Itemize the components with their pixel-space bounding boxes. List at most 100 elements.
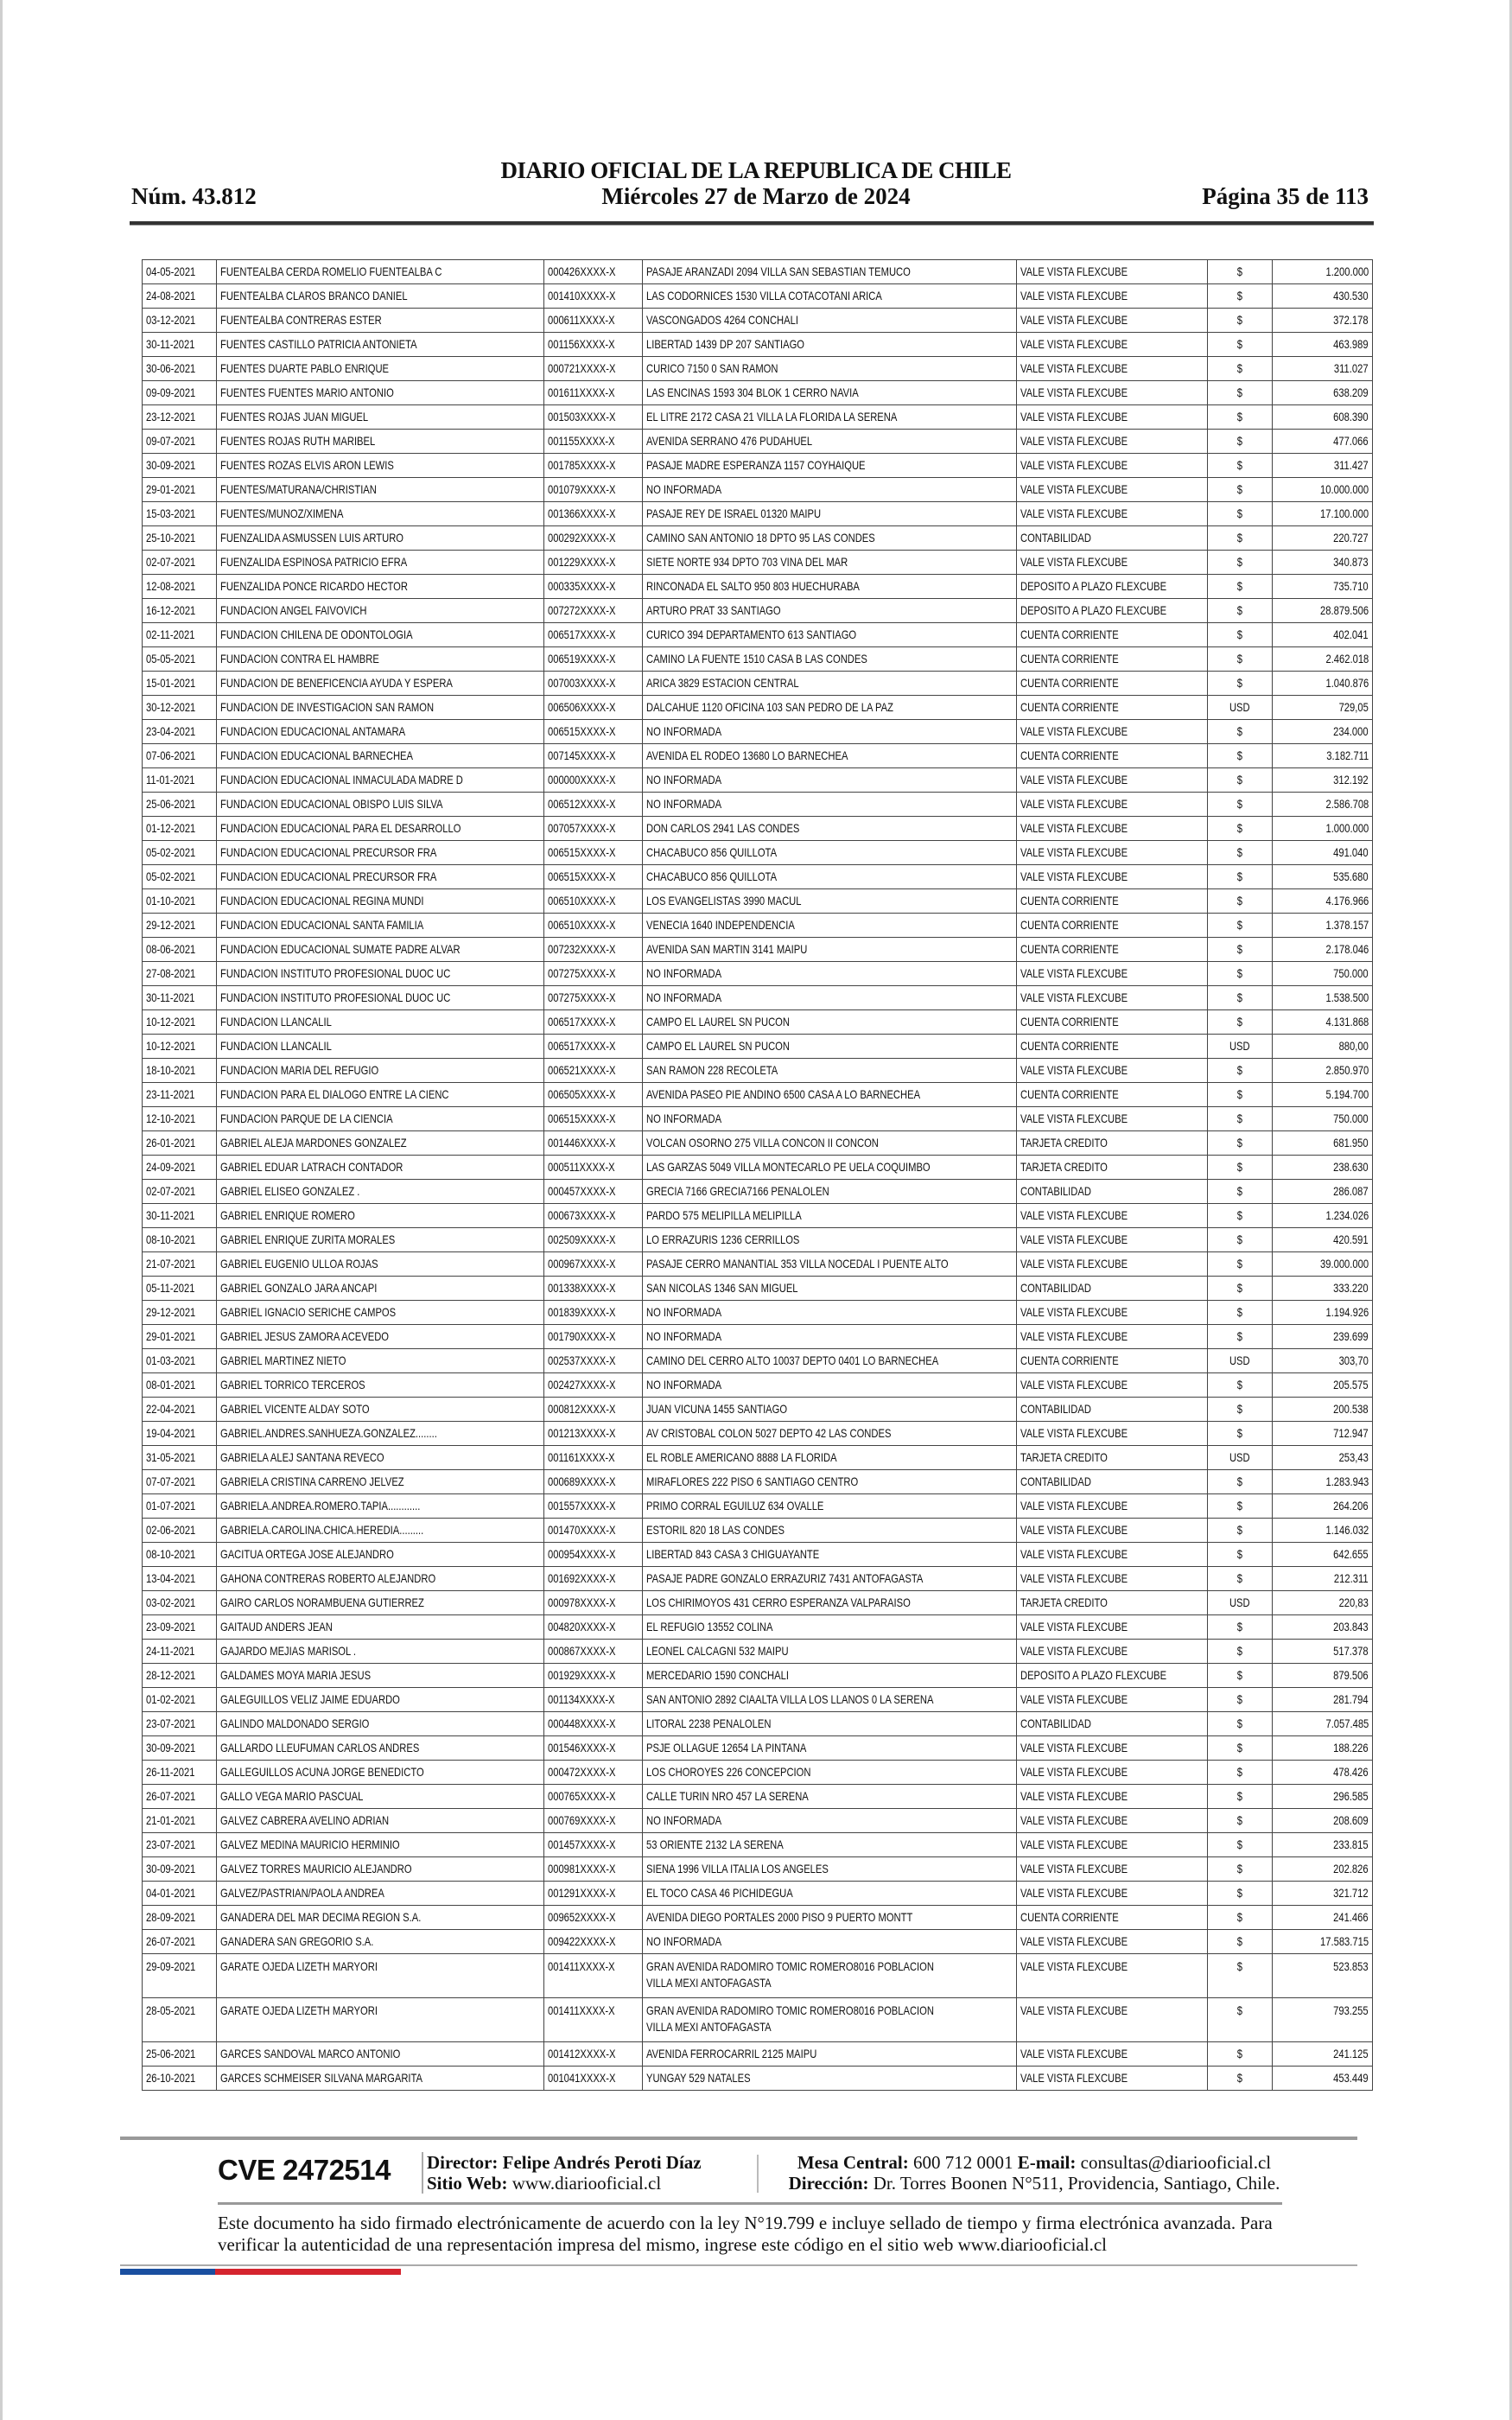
currency-cell: $ <box>1207 332 1273 357</box>
currency-cell: $ <box>1207 574 1273 599</box>
footer-contact-block: Mesa Central: 600 712 0001 E-mail: consu… <box>788 2152 1280 2194</box>
account-cell: 001546XXXX-X <box>543 1735 643 1761</box>
account-cell-text: 006510XXXX-X <box>548 894 616 908</box>
date-cell-text: 29-09-2021 <box>146 1959 196 1973</box>
product-cell: CUENTA CORRIENTE <box>1016 646 1208 672</box>
email-link[interactable]: consultas@diariooficial.cl <box>1080 2152 1272 2173</box>
address-cell-text: PRIMO CORRAL EGUILUZ 634 OVALLE <box>646 1499 824 1512</box>
address-cell: AVENIDA DIEGO PORTALES 2000 PISO 9 PUERT… <box>642 1905 1017 1930</box>
product-cell: VALE VISTA FLEXCUBE <box>1016 1203 1208 1228</box>
date-cell-text: 19-04-2021 <box>146 1426 196 1440</box>
date-cell-text: 25-06-2021 <box>146 2047 196 2060</box>
address-cell: CURICO 7150 0 SAN RAMON <box>642 356 1017 381</box>
currency-cell-text: $ <box>1236 1547 1243 1561</box>
date-cell-text: 30-06-2021 <box>146 361 196 375</box>
address-cell: ARTURO PRAT 33 SANTIAGO <box>642 598 1017 623</box>
address-cell-text: AVENIDA FERROCARRIL 2125 MAIPU <box>646 2047 817 2060</box>
currency-cell-text: $ <box>1236 1692 1243 1706</box>
amount-cell-text: 478.426 <box>1333 1765 1369 1779</box>
currency-cell-text: $ <box>1236 506 1243 520</box>
date-cell-text: 30-11-2021 <box>146 990 195 1004</box>
address-cell: ESTORIL 820 18 LAS CONDES <box>642 1518 1017 1543</box>
name-cell-text: GABRIEL EDUAR LATRACH CONTADOR <box>220 1160 403 1174</box>
table-row: 01-12-2021 FUNDACION EDUCACIONAL PARA EL … <box>142 816 1373 841</box>
account-cell-text: 006512XXXX-X <box>548 797 616 811</box>
currency-cell: $ <box>1207 1639 1273 1664</box>
currency-cell: $ <box>1207 453 1273 478</box>
table-row: 29-12-2021 FUNDACION EDUCACIONAL SANTA FA… <box>142 913 1373 938</box>
account-cell: 001411XXXX-X <box>543 1997 643 2042</box>
date-cell-text: 13-04-2021 <box>146 1571 196 1585</box>
account-cell: 001079XXXX-X <box>543 477 643 502</box>
website-link[interactable]: www.diariooficial.cl <box>511 2173 662 2194</box>
currency-cell-text: $ <box>1236 2071 1243 2085</box>
currency-cell: $ <box>1207 259 1273 284</box>
account-cell: 006517XXXX-X <box>543 622 643 647</box>
date-cell-text: 05-11-2021 <box>146 1281 195 1295</box>
name-cell: GALLO VEGA MARIO PASCUAL <box>216 1784 544 1809</box>
address-cell: NO INFORMADA <box>642 767 1017 793</box>
date-cell-text: 01-10-2021 <box>146 894 196 908</box>
name-cell-text: GALLO VEGA MARIO PASCUAL <box>220 1789 364 1803</box>
amount-cell-text: 712.947 <box>1333 1426 1369 1440</box>
account-cell-text: 001457XXXX-X <box>548 1837 616 1851</box>
name-cell-text: GARATE OJEDA LIZETH MARYORI <box>220 1959 378 1973</box>
currency-cell-text: USD <box>1229 1450 1250 1464</box>
date-cell-text: 22-04-2021 <box>146 1402 196 1416</box>
currency-cell: $ <box>1207 1663 1273 1688</box>
product-cell: DEPOSITO A PLAZO FLEXCUBE <box>1016 574 1208 599</box>
currency-cell: $ <box>1207 1614 1273 1640</box>
amount-cell: 3.182.711 <box>1272 743 1373 768</box>
amount-cell: 402.041 <box>1272 622 1373 647</box>
product-cell-text: VALE VISTA FLEXCUBE <box>1020 1837 1128 1851</box>
table-row: 23-04-2021 FUNDACION EDUCACIONAL ANTAMARA… <box>142 719 1373 744</box>
address-cell-text: SIENA 1996 VILLA ITALIA LOS ANGELES <box>646 1862 829 1876</box>
amount-cell-text: 17.583.715 <box>1319 1934 1369 1948</box>
amount-cell-text: 212.311 <box>1334 1571 1369 1585</box>
product-cell-text: CONTABILIDAD <box>1020 1716 1091 1730</box>
account-cell-text: 007145XXXX-X <box>548 748 616 762</box>
date-cell-text: 11-01-2021 <box>146 773 195 786</box>
amount-cell: 321.712 <box>1272 1881 1373 1906</box>
director-name: Felipe Andrés Peroti Díaz <box>502 2152 702 2173</box>
name-cell: FUNDACION CONTRA EL HAMBRE <box>216 646 544 672</box>
product-cell: TARJETA CREDITO <box>1016 1130 1208 1156</box>
address-cell: VASCONGADOS 4264 CONCHALI <box>642 308 1017 333</box>
product-cell: DEPOSITO A PLAZO FLEXCUBE <box>1016 1663 1208 1688</box>
footer-divider-top <box>120 2137 1357 2140</box>
name-cell-text: GAITAUD ANDERS JEAN <box>220 1620 333 1634</box>
name-cell-text: FUNDACION EDUCACIONAL BARNECHEA <box>220 748 413 762</box>
amount-cell: 17.583.715 <box>1272 1929 1373 1954</box>
account-cell: 000812XXXX-X <box>543 1397 643 1422</box>
currency-cell-text: $ <box>1236 1136 1243 1150</box>
product-cell-text: VALE VISTA FLEXCUBE <box>1020 1620 1128 1634</box>
address-cell-text: NO INFORMADA <box>646 1813 722 1827</box>
date-cell: 30-09-2021 <box>142 1856 217 1882</box>
currency-cell: $ <box>1207 1009 1273 1035</box>
account-cell-text: 006505XXXX-X <box>548 1087 616 1101</box>
currency-cell: $ <box>1207 1566 1273 1591</box>
account-cell: 001291XXXX-X <box>543 1881 643 1906</box>
currency-cell-text: $ <box>1236 1087 1243 1101</box>
currency-cell-text: $ <box>1236 289 1243 302</box>
name-cell-text: FUENTES CASTILLO PATRICIA ANTONIETA <box>220 337 417 351</box>
table-row: 30-09-2021 FUENTES ROZAS ELVIS ARON LEWIS… <box>142 453 1373 478</box>
date-cell-text: 23-07-2021 <box>146 1837 196 1851</box>
date-cell-text: 16-12-2021 <box>146 603 196 617</box>
amount-cell-text: 4.131.868 <box>1325 1015 1369 1028</box>
address-cell: CAMINO SAN ANTONIO 18 DPTO 95 LAS CONDES <box>642 525 1017 551</box>
flag-stripe-blue <box>120 2269 215 2275</box>
name-cell-text: GALVEZ TORRES MAURICIO ALEJANDRO <box>220 1862 412 1876</box>
name-cell-text: GAIRO CARLOS NORAMBUENA GUTIERREZ <box>220 1595 424 1609</box>
amount-cell-text: 750.000 <box>1333 966 1369 980</box>
address-cell-text: EL LITRE 2172 CASA 21 VILLA LA FLORIDA L… <box>646 410 898 424</box>
currency-cell-text: $ <box>1236 434 1243 448</box>
amount-cell: 712.947 <box>1272 1421 1373 1446</box>
currency-cell: $ <box>1207 1905 1273 1930</box>
product-cell: VALE VISTA FLEXCUBE <box>1016 477 1208 502</box>
address-cell-text: NO INFORMADA <box>646 1111 722 1125</box>
currency-cell-text: $ <box>1236 724 1243 738</box>
date-cell-text: 12-08-2021 <box>146 579 196 593</box>
account-cell-text: 001446XXXX-X <box>548 1136 616 1150</box>
account-cell-text: 000689XXXX-X <box>548 1474 616 1488</box>
